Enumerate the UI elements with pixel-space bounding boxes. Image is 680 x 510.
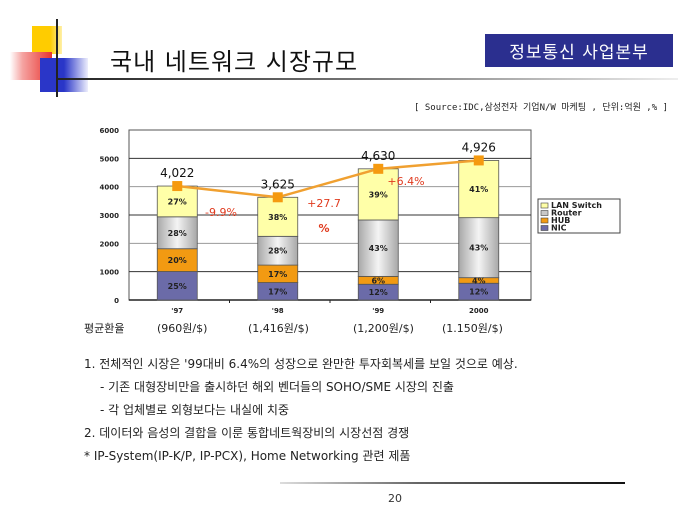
source-note: [ Source:IDC,삼성전자 기업N/W 마케팅 , 단위:억원 ,% ] (414, 103, 668, 113)
y-tick-label: 2000 (100, 240, 120, 248)
segment-label: 27% (168, 197, 187, 206)
bar-segment-lan-switch (156, 185, 198, 218)
growth-label: +27.7 (307, 197, 341, 210)
segment-label: 17% (268, 270, 287, 279)
bar-segment-nic (156, 271, 198, 301)
page-title: 국내 네트워크 시장규모 (110, 48, 359, 76)
growth-label-suffix: % (318, 222, 329, 235)
segment-label: 4% (472, 276, 486, 285)
total-marker (272, 192, 283, 203)
bar-segment-lan-switch (458, 160, 500, 219)
segment-label: 28% (168, 229, 187, 238)
bullet-item: * IP-System(IP-K/P, IP-PCX), Home Networ… (84, 449, 411, 463)
bullet-subitem: - 기존 대형장비만을 출시하던 해외 벤더들의 SOHO/SME 시장의 진출 (100, 380, 454, 394)
segment-label: 12% (369, 288, 388, 297)
exchange-rate-98: (1,416원/$) (248, 322, 309, 335)
growth-label: -9.9% (205, 206, 237, 219)
logo-vertical-line (56, 19, 58, 97)
segment-label: 39% (369, 190, 388, 199)
total-line-layer (172, 155, 484, 203)
total-label: 4,022 (160, 166, 194, 180)
total-label: 4,926 (462, 140, 496, 154)
exchange-rate-label: 평균환율 (84, 322, 125, 335)
bullet-item: 2. 데이터와 음성의 결합을 이룬 통합네트웍장비의 시장선점 경쟁 (84, 426, 410, 440)
bullet-subitem: - 각 업체별로 외형보다는 내실에 치중 (100, 403, 290, 417)
segment-label: 12% (469, 288, 488, 297)
legend-swatch-lan-switch (540, 202, 549, 209)
total-marker (473, 155, 484, 166)
segment-label: 6% (371, 276, 385, 285)
x-tick-label: '99 (372, 307, 384, 315)
legend-swatch-router (540, 210, 549, 216)
segment-label: 25% (168, 282, 187, 291)
legend-swatch-nic (540, 225, 549, 231)
total-line (177, 159, 479, 199)
segment-label: 43% (469, 244, 488, 253)
segment-label: 17% (268, 287, 287, 296)
y-tick-label: 3000 (100, 212, 120, 220)
legend-label: NIC (551, 224, 567, 233)
legend-label: Router (551, 209, 582, 218)
bar-segment-router (357, 219, 399, 277)
exchange-rate-2000: (1.150원/$) (442, 322, 503, 335)
bullet-item: 1. 전체적인 시장은 '99대비 6.4%의 성장으로 완만한 투자회복세를 … (84, 357, 518, 371)
bullet-list: 1. 전체적인 시장은 '99대비 6.4%의 성장으로 완만한 투자회복세를 … (84, 353, 518, 468)
footer-divider (280, 482, 625, 484)
logo-blue-square (40, 58, 88, 92)
growth-label: +6.4% (387, 175, 424, 188)
segment-label: 20% (168, 256, 187, 265)
legend-label: HUB (551, 216, 570, 225)
total-label: 3,625 (261, 177, 295, 191)
y-tick-label: 5000 (100, 155, 120, 163)
segment-label: 41% (469, 185, 488, 194)
x-tick-label: 2000 (469, 307, 489, 315)
bar-segment-lan-switch (357, 168, 399, 221)
total-marker (172, 181, 183, 192)
department-badge: 정보통신 사업본부 (485, 34, 673, 67)
total-label: 4,630 (361, 149, 395, 163)
bar-segment-router (257, 235, 299, 266)
page-number: 20 (388, 492, 402, 505)
legend-box (537, 198, 621, 234)
segment-label: 43% (369, 244, 388, 253)
y-tick-label: 4000 (100, 184, 120, 192)
stacked-bar-chart: 0 1000 2000 3000 4000 5000 6000 '97 '98 '99 2000 2… (100, 127, 621, 315)
y-tick-label: 1000 (100, 269, 120, 277)
y-tick-label: 0 (114, 297, 119, 305)
legend-swatch-hub (540, 217, 549, 224)
segment-label: 28% (268, 247, 287, 256)
bar-segment-router (458, 217, 500, 279)
x-tick-label: '97 (171, 307, 183, 315)
exchange-rate-99: (1,200원/$) (353, 322, 414, 335)
header-divider (58, 78, 678, 80)
bar-layer (156, 160, 500, 301)
x-tick-label: '98 (272, 307, 284, 315)
total-marker (373, 163, 384, 174)
label-layer: 25% 20% 28% 27% 17% 17% 28% 38% 12% 6% 43% 39% 12% 4%… (160, 140, 496, 297)
exchange-rate-97: (960원/$) (157, 322, 208, 335)
y-tick-label: 6000 (100, 127, 120, 135)
legend-label: LAN Switch (551, 201, 602, 210)
segment-label: 38% (268, 213, 287, 222)
